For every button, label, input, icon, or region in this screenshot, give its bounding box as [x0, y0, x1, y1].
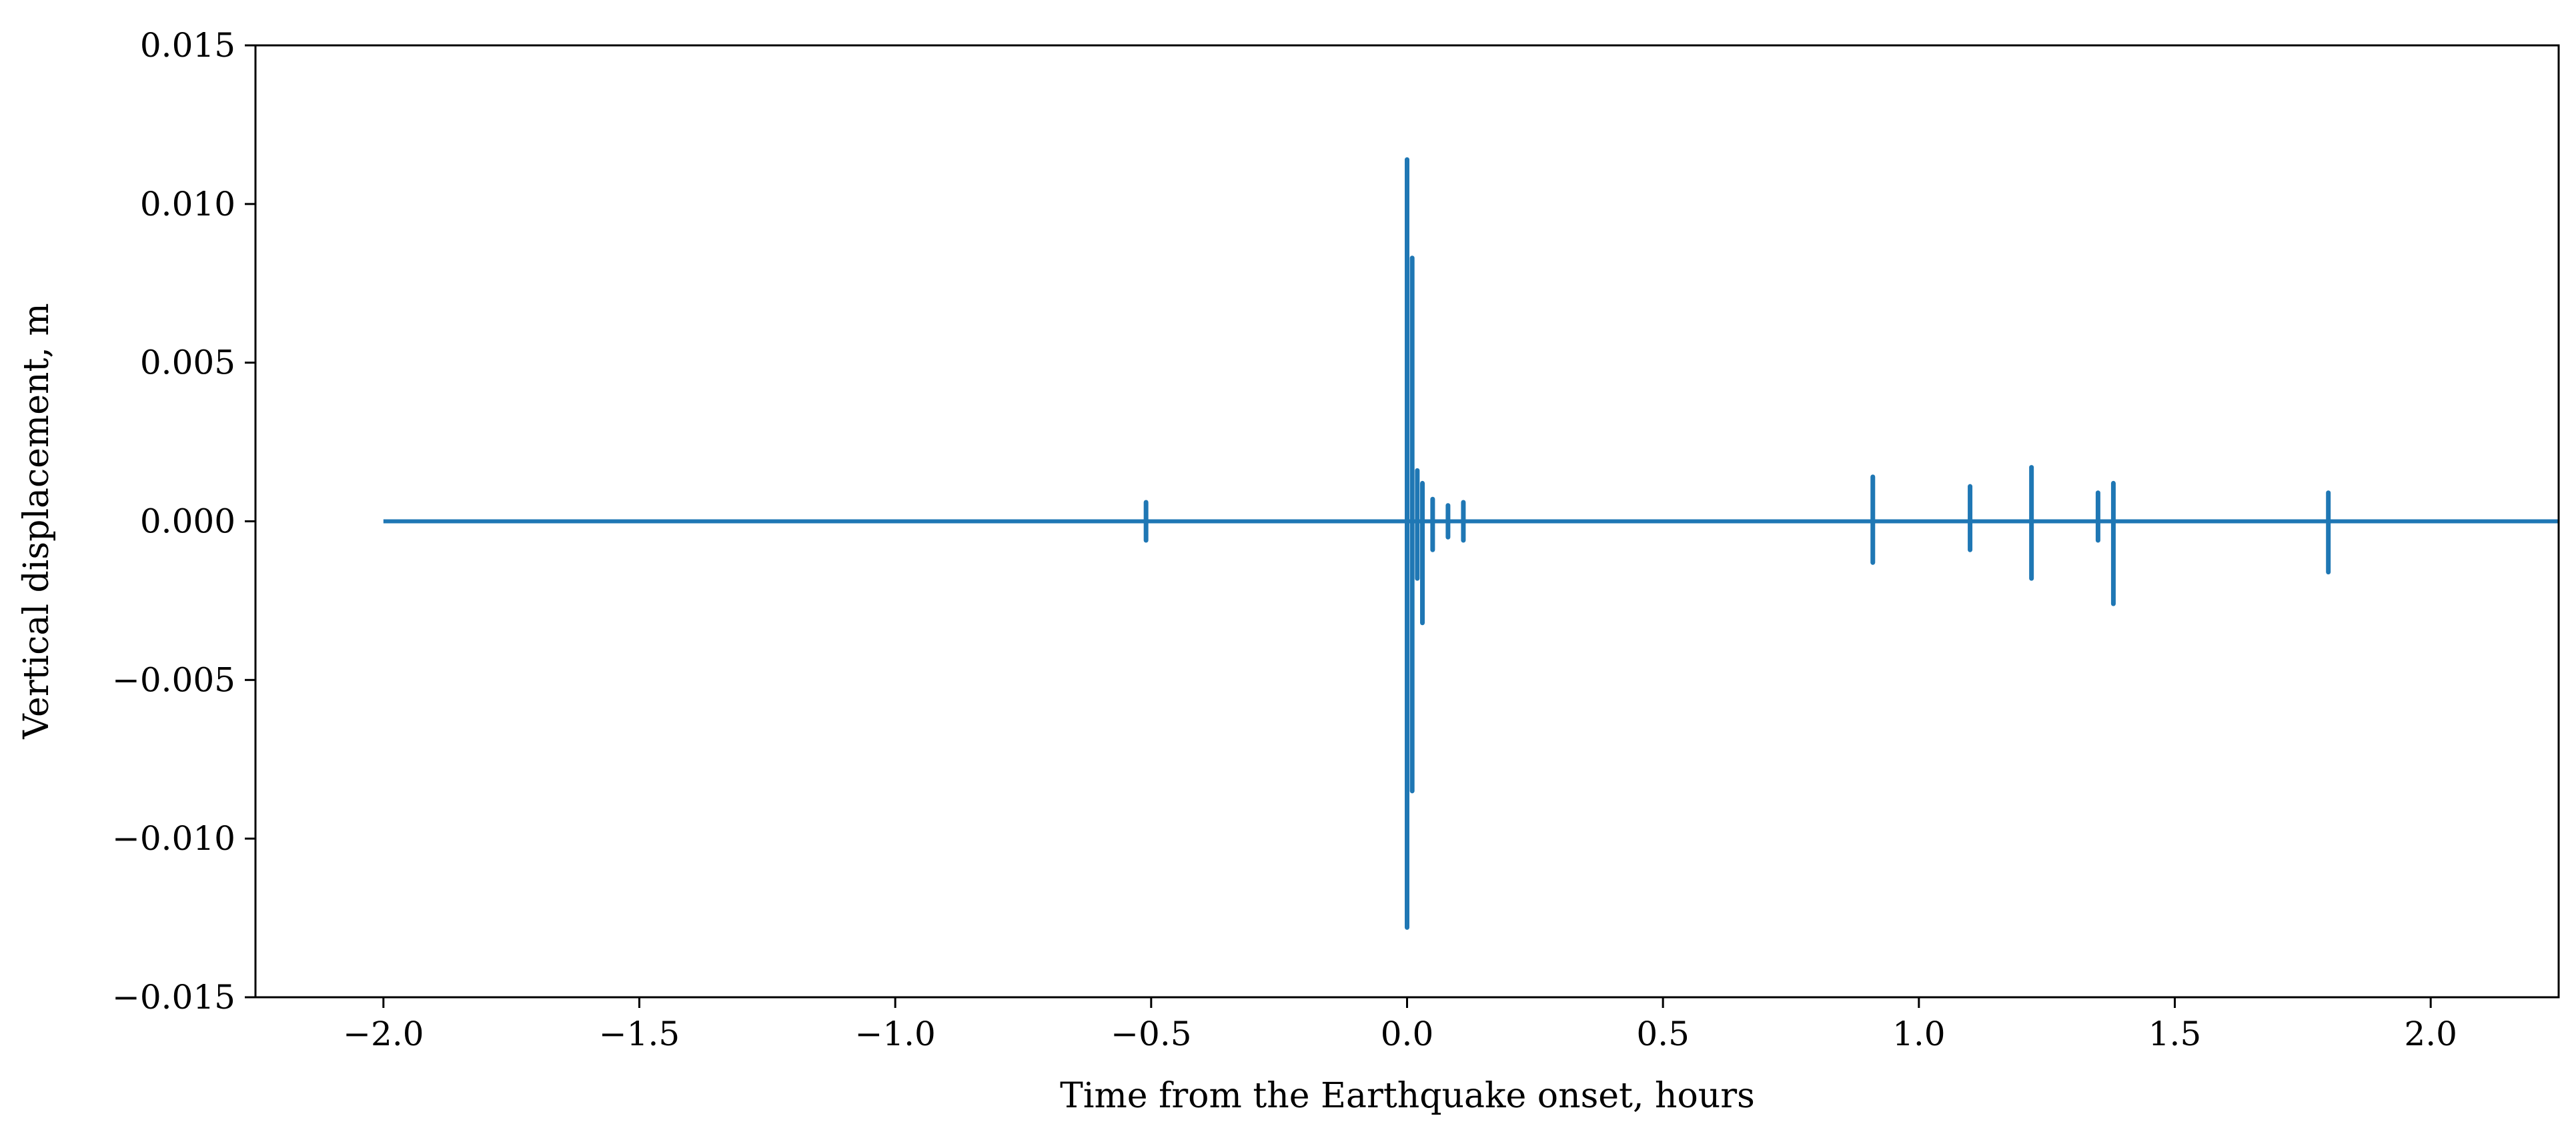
y-tick-label: −0.010: [112, 819, 235, 858]
y-tick-label: 0.015: [140, 26, 235, 65]
series-layer: [383, 157, 2559, 930]
y-axis: −0.015 −0.010 −0.005 0.000 0.005 0.010 0.015: [112, 26, 255, 1017]
x-axis: −2.0 −1.5 −1.0 −0.5 0.0 0.5 1.0 1.5 2.0: [343, 997, 2457, 1053]
y-tick-label: −0.005: [112, 660, 235, 699]
y-tick-label: 0.010: [140, 185, 235, 223]
x-tick-label: 0.0: [1381, 1015, 1434, 1053]
x-tick-label: 1.0: [1892, 1015, 1946, 1053]
x-tick-label: 0.5: [1636, 1015, 1690, 1053]
y-tick-label: 0.005: [140, 344, 235, 382]
x-tick-label: −1.0: [854, 1015, 935, 1053]
y-tick-label: 0.000: [140, 502, 235, 541]
y-tick-label: −0.015: [112, 978, 235, 1017]
x-tick-label: −1.5: [599, 1015, 680, 1053]
y-axis-label: Vertical displacement, m: [17, 303, 57, 739]
x-tick-label: −0.5: [1111, 1015, 1191, 1053]
x-axis-label: Time from the Earthquake onset, hours: [1060, 1076, 1755, 1116]
x-tick-label: −2.0: [343, 1015, 424, 1053]
x-tick-label: 1.5: [2148, 1015, 2202, 1053]
x-tick-label: 2.0: [2404, 1015, 2457, 1053]
